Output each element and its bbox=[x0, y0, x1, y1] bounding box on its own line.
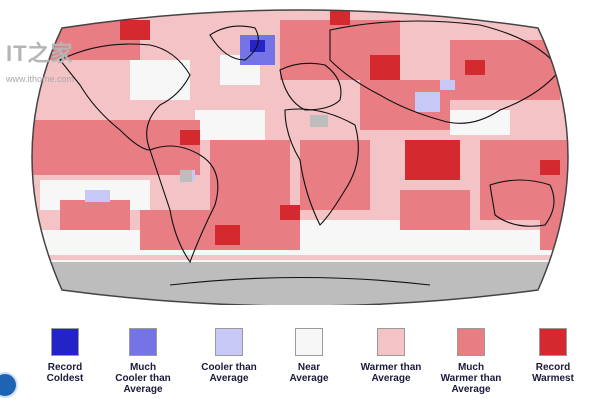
legend-item-near-average: Near Average bbox=[264, 328, 354, 384]
legend-swatch bbox=[215, 328, 243, 356]
legend-swatch bbox=[51, 328, 79, 356]
coastlines bbox=[59, 20, 561, 286]
legend-swatch bbox=[539, 328, 567, 356]
cooler-region bbox=[415, 92, 440, 112]
record-warm-region bbox=[405, 140, 460, 180]
legend-label: Near Average bbox=[289, 362, 329, 384]
legend-item-much-cooler: Much Cooler than Average bbox=[98, 328, 188, 395]
noaa-logo-icon bbox=[0, 372, 18, 398]
legend: Record Coldest Much Cooler than Average … bbox=[0, 310, 600, 401]
legend-swatch bbox=[295, 328, 323, 356]
global-temperature-anomaly-map bbox=[31, 9, 569, 305]
no-data-region bbox=[32, 262, 568, 305]
legend-label: Much Warmer than Average bbox=[440, 362, 502, 395]
legend-item-record-coldest: Record Coldest bbox=[20, 328, 110, 384]
legend-label: Cooler than Average bbox=[201, 362, 257, 384]
legend-label: Record Coldest bbox=[46, 362, 84, 384]
watermark-url: www.ithome.com bbox=[6, 74, 75, 84]
legend-swatch bbox=[129, 328, 157, 356]
legend-swatch bbox=[377, 328, 405, 356]
legend-label: Record Warmest bbox=[532, 362, 574, 384]
much-warmer-region bbox=[32, 120, 200, 175]
legend-item-record-warmest: Record Warmest bbox=[508, 328, 598, 384]
legend-label: Warmer than Average bbox=[360, 362, 422, 384]
globe-outline bbox=[31, 9, 569, 305]
legend-item-much-warmer: Much Warmer than Average bbox=[426, 328, 516, 395]
legend-swatch bbox=[457, 328, 485, 356]
legend-label: Much Cooler than Average bbox=[115, 362, 171, 395]
legend-item-cooler: Cooler than Average bbox=[184, 328, 274, 384]
watermark: IT之家 bbox=[6, 36, 74, 68]
legend-item-warmer: Warmer than Average bbox=[346, 328, 436, 384]
watermark-logo: IT之家 bbox=[6, 41, 74, 66]
